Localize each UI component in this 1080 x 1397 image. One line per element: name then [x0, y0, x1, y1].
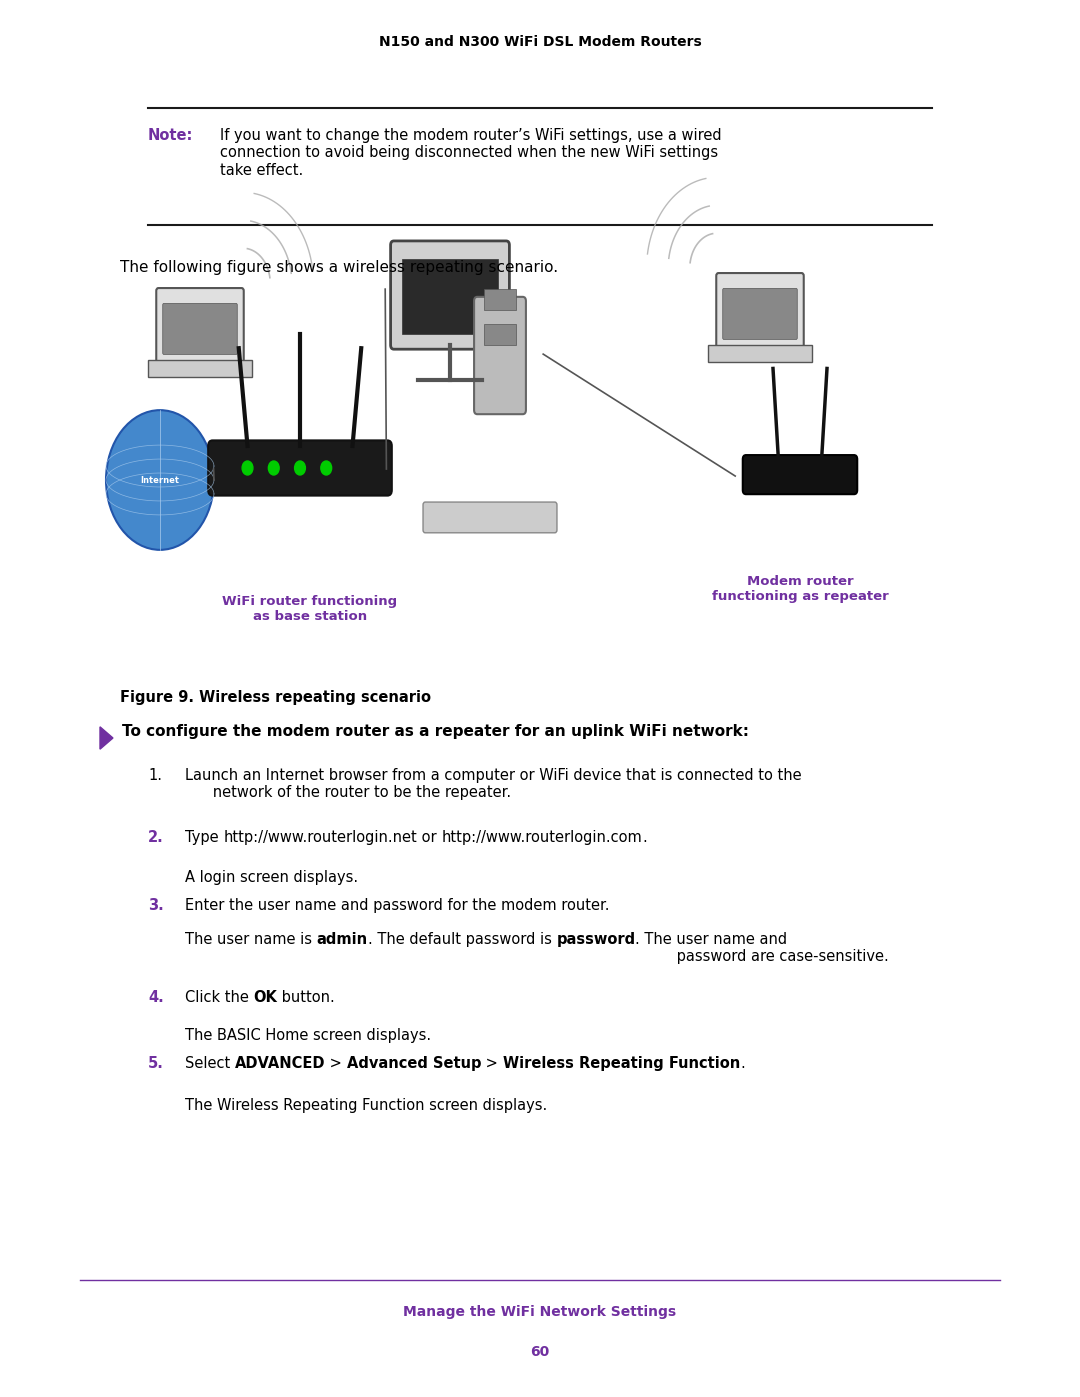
- Text: or: or: [417, 830, 442, 845]
- Text: 4.: 4.: [148, 990, 164, 1004]
- Text: >: >: [325, 1056, 347, 1071]
- FancyBboxPatch shape: [157, 288, 244, 363]
- Circle shape: [295, 461, 306, 475]
- FancyBboxPatch shape: [208, 440, 392, 496]
- Text: 60: 60: [530, 1345, 550, 1359]
- FancyBboxPatch shape: [484, 289, 516, 310]
- Text: 3.: 3.: [148, 898, 164, 914]
- Text: WiFi router functioning
as base station: WiFi router functioning as base station: [222, 595, 397, 623]
- Text: The following figure shows a wireless repeating scenario.: The following figure shows a wireless re…: [120, 260, 558, 275]
- Text: Advanced Setup: Advanced Setup: [347, 1056, 482, 1071]
- Text: .: .: [740, 1056, 745, 1071]
- Text: If you want to change the modem router’s WiFi settings, use a wired
connection t: If you want to change the modem router’s…: [220, 129, 721, 177]
- Text: .: .: [642, 830, 647, 845]
- Text: http://www.routerlogin.net: http://www.routerlogin.net: [224, 830, 417, 845]
- FancyBboxPatch shape: [391, 240, 510, 349]
- FancyBboxPatch shape: [723, 288, 797, 339]
- Circle shape: [242, 461, 253, 475]
- Text: Modem router
functioning as repeater: Modem router functioning as repeater: [712, 576, 889, 604]
- Text: Note:: Note:: [148, 129, 193, 142]
- FancyBboxPatch shape: [716, 272, 804, 348]
- Text: Enter the user name and password for the modem router.: Enter the user name and password for the…: [185, 898, 609, 914]
- Polygon shape: [100, 726, 113, 749]
- Text: N150 and N300 WiFi DSL Modem Routers: N150 and N300 WiFi DSL Modem Routers: [379, 35, 701, 49]
- Text: A login screen displays.: A login screen displays.: [185, 870, 359, 886]
- FancyBboxPatch shape: [163, 303, 238, 355]
- FancyBboxPatch shape: [148, 360, 253, 377]
- Text: admin: admin: [316, 932, 368, 947]
- Text: Select: Select: [185, 1056, 234, 1071]
- FancyBboxPatch shape: [484, 324, 516, 345]
- Circle shape: [106, 411, 214, 550]
- Text: 5.: 5.: [148, 1056, 164, 1071]
- FancyBboxPatch shape: [403, 258, 498, 334]
- Text: To configure the modem router as a repeater for an uplink WiFi network:: To configure the modem router as a repea…: [122, 724, 750, 739]
- FancyBboxPatch shape: [743, 455, 858, 495]
- Text: 1.: 1.: [148, 768, 162, 782]
- Text: . The default password is: . The default password is: [368, 932, 556, 947]
- Text: Internet: Internet: [140, 475, 179, 485]
- Text: password: password: [556, 932, 635, 947]
- Text: Launch an Internet browser from a computer or WiFi device that is connected to t: Launch an Internet browser from a comput…: [185, 768, 801, 800]
- Text: 2.: 2.: [148, 830, 164, 845]
- Text: . The user name and
         password are case-sensitive.: . The user name and password are case-se…: [635, 932, 889, 964]
- Text: The BASIC Home screen displays.: The BASIC Home screen displays.: [185, 1028, 431, 1044]
- Text: Wireless Repeating Function: Wireless Repeating Function: [503, 1056, 740, 1071]
- Text: Type: Type: [185, 830, 224, 845]
- Text: http://www.routerlogin.com: http://www.routerlogin.com: [442, 830, 642, 845]
- FancyBboxPatch shape: [474, 296, 526, 414]
- FancyBboxPatch shape: [423, 502, 557, 532]
- FancyBboxPatch shape: [707, 345, 812, 362]
- Text: The Wireless Repeating Function screen displays.: The Wireless Repeating Function screen d…: [185, 1098, 548, 1113]
- Text: button.: button.: [278, 990, 335, 1004]
- Text: Manage the WiFi Network Settings: Manage the WiFi Network Settings: [404, 1305, 676, 1319]
- Text: ADVANCED: ADVANCED: [234, 1056, 325, 1071]
- Text: Figure 9. Wireless repeating scenario: Figure 9. Wireless repeating scenario: [120, 690, 431, 705]
- Text: >: >: [482, 1056, 503, 1071]
- Circle shape: [268, 461, 279, 475]
- Text: Click the: Click the: [185, 990, 254, 1004]
- Text: The user name is: The user name is: [185, 932, 316, 947]
- Circle shape: [321, 461, 332, 475]
- Text: OK: OK: [254, 990, 278, 1004]
